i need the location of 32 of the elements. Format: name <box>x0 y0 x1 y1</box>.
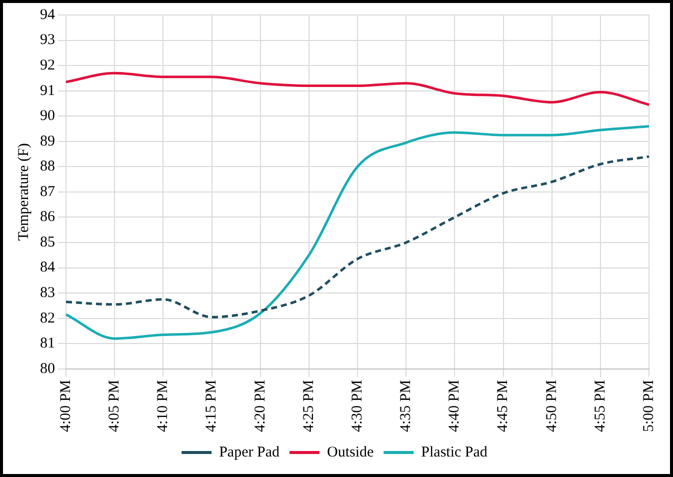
x-tick-label: 4:50 PM <box>544 380 560 432</box>
y-tick-label: 85 <box>40 234 55 250</box>
x-tick-label: 4:10 PM <box>155 380 172 432</box>
x-tick-label: 4:05 PM <box>106 380 123 432</box>
x-tick-label: 4:45 PM <box>495 380 512 432</box>
y-tick-label: 80 <box>40 360 55 377</box>
y-tick-label: 86 <box>40 209 56 226</box>
x-tick-label: 4:35 PM <box>398 380 414 432</box>
x-tick-label: 4:55 PM <box>592 380 608 432</box>
y-axis-title: Temperature (F) <box>16 143 32 241</box>
x-tick-label: 4:15 PM <box>204 380 220 432</box>
y-tick-label: 91 <box>40 82 55 99</box>
y-tick-label: 83 <box>40 285 55 302</box>
x-tick-label: 4:40 PM <box>446 380 463 432</box>
x-tick-label: 4:25 PM <box>300 380 317 432</box>
x-tick-label: 5:00 PM <box>640 380 657 432</box>
y-tick-label: 84 <box>40 260 56 276</box>
legend-label: Paper Pad <box>219 444 280 460</box>
legend-label: Outside <box>326 444 374 460</box>
y-tick-label: 81 <box>40 336 55 352</box>
x-tick-label: 4:30 PM <box>349 380 366 432</box>
x-tick-label: 4:00 PM <box>58 380 74 432</box>
y-tick-label: 89 <box>40 133 55 150</box>
y-tick-label: 82 <box>40 310 55 326</box>
y-tick-label: 87 <box>40 184 56 200</box>
y-tick-label: 92 <box>40 57 55 74</box>
y-tick-label: 90 <box>40 108 55 124</box>
y-tick-label: 93 <box>40 32 55 48</box>
legend-label: Plastic Pad <box>421 444 488 460</box>
y-tick-label: 94 <box>40 6 56 23</box>
x-tick-label: 4:20 PM <box>252 380 268 432</box>
y-tick-label: 88 <box>40 158 55 175</box>
